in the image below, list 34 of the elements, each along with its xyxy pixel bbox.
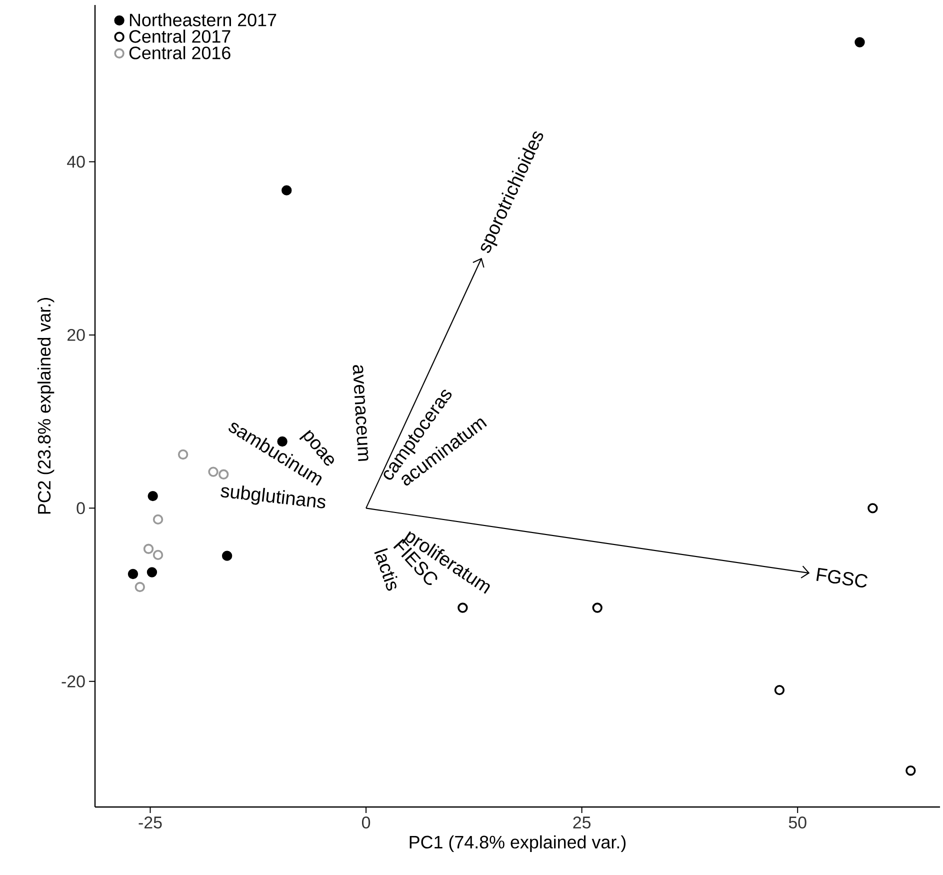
point <box>458 602 468 613</box>
point <box>146 567 158 578</box>
x-axis-title: PC1 (74.8% explained var.) <box>410 835 626 852</box>
point <box>592 602 602 613</box>
x-tick-label: 50 <box>788 816 806 828</box>
point <box>218 469 229 480</box>
legend-label: Central 2016 <box>129 46 230 60</box>
point <box>854 37 865 48</box>
x-tick-label: -25 <box>138 816 162 828</box>
y-tick-label: 40 <box>67 156 85 168</box>
point <box>906 766 916 776</box>
point <box>134 582 145 592</box>
y-tick-label: 0 <box>76 502 85 514</box>
x-tick-label: 25 <box>573 816 591 828</box>
point <box>148 490 158 502</box>
point <box>178 449 188 460</box>
point <box>222 550 232 561</box>
y-axis-title: PC2 (23.8% explained var.) <box>37 298 54 514</box>
point <box>152 550 164 560</box>
x-tick-label: 0 <box>362 816 370 828</box>
y-tick-label: -20 <box>62 675 85 688</box>
legend-label: Central 2017 <box>129 30 230 43</box>
point <box>143 544 154 554</box>
point <box>128 568 138 580</box>
legend-label: Northeastern 2017 <box>130 13 276 26</box>
point <box>774 684 785 696</box>
point <box>868 503 878 514</box>
annotation: subglutinans <box>220 486 326 508</box>
point <box>152 514 164 525</box>
y-tick-label: 20 <box>68 328 85 341</box>
point <box>208 466 218 477</box>
annotation: FGSC <box>816 568 868 588</box>
annotation: avenaceum <box>352 365 368 461</box>
point <box>282 185 292 196</box>
